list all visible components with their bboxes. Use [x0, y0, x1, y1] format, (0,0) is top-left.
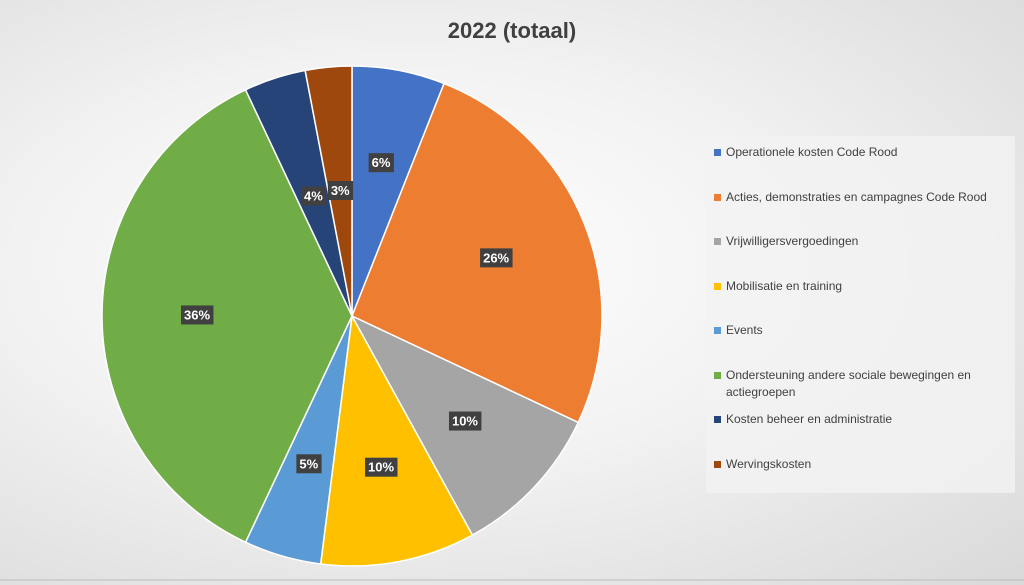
legend-swatch — [714, 416, 721, 423]
data-label-group: 10% — [365, 457, 398, 477]
data-label: 10% — [452, 414, 478, 429]
legend-item: Ondersteuning andere sociale bewegingen … — [714, 367, 1016, 401]
data-label-group: 4% — [300, 186, 327, 206]
chart-title: 2022 (totaal) — [448, 18, 576, 43]
data-label: 36% — [184, 307, 210, 322]
legend-swatch — [714, 193, 721, 201]
data-label-group: 6% — [368, 153, 394, 173]
data-label-bg — [368, 153, 394, 173]
pie-slice — [101, 88, 353, 544]
legend-swatch — [714, 149, 721, 156]
legend-label: Acties, demonstraties en campagnes Code … — [726, 189, 987, 204]
data-label-bg — [300, 186, 327, 206]
legend-item: Wervingskosten — [714, 456, 1016, 473]
data-label-group: 3% — [327, 180, 354, 200]
legend-swatch — [714, 327, 721, 334]
data-label-bg — [480, 248, 513, 268]
data-label-group: 36% — [180, 305, 214, 325]
data-label: 10% — [368, 460, 394, 475]
legend-label: Vrijwilligersvergoedingen — [726, 234, 859, 248]
legend-swatch — [714, 460, 721, 468]
data-label: 5% — [299, 456, 318, 471]
data-label-group: 26% — [480, 248, 513, 268]
legend-item: Operationele kosten Code Rood — [714, 144, 1016, 161]
data-label: 6% — [372, 155, 391, 170]
legend-label: Kosten beheer en administratie — [726, 412, 893, 426]
legend-swatch — [714, 282, 721, 290]
legend-item: Kosten beheer en administratie — [714, 411, 1016, 428]
data-label-bg — [327, 180, 354, 200]
pie-slice — [319, 313, 474, 567]
legend-item: Vrijwilligersvergoedingen — [714, 233, 1016, 250]
data-label: 26% — [483, 250, 509, 265]
legend-item: Acties, demonstraties en campagnes Code … — [714, 189, 1016, 206]
data-label: 4% — [304, 189, 323, 204]
legend-item: Events — [714, 322, 1016, 339]
legend-label: Events — [726, 323, 763, 337]
legend: Operationele kosten Code Rood Acties, dem… — [706, 136, 1015, 493]
legend-label: Wervingskosten — [726, 456, 812, 471]
data-label-bg — [365, 457, 398, 477]
legend-swatch — [714, 238, 721, 245]
legend-label: Ondersteuning andere sociale bewegingen … — [726, 367, 971, 399]
data-label-bg — [448, 411, 482, 431]
legend-label: Operationele kosten Code Rood — [726, 145, 898, 159]
data-label-bg — [296, 454, 322, 474]
legend-item: Mobilisatie en training — [714, 278, 1016, 295]
legend-label: Mobilisatie en training — [726, 278, 843, 293]
data-label-group: 10% — [448, 411, 482, 431]
pie-slice — [351, 82, 603, 424]
data-label-group: 5% — [296, 454, 322, 474]
legend-swatch — [714, 371, 721, 379]
data-label-bg — [180, 305, 214, 325]
data-label: 3% — [331, 183, 350, 198]
